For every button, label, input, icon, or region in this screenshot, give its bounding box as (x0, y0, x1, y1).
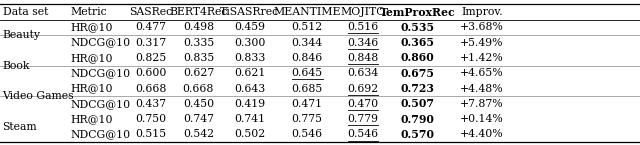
Text: Improv.: Improv. (461, 7, 503, 17)
Text: NDCG@10: NDCG@10 (70, 99, 131, 109)
Text: +4.48%: +4.48% (460, 84, 504, 94)
Text: 0.692: 0.692 (348, 84, 378, 94)
Text: 0.775: 0.775 (292, 114, 323, 124)
Text: 0.825: 0.825 (136, 53, 166, 63)
Text: BERT4Rec: BERT4Rec (169, 7, 228, 17)
Text: HR@10: HR@10 (70, 53, 113, 63)
Text: 0.546: 0.546 (348, 129, 378, 139)
Text: 0.507: 0.507 (400, 98, 435, 109)
Text: 0.668: 0.668 (182, 84, 214, 94)
Text: +0.14%: +0.14% (460, 114, 504, 124)
Text: Book: Book (3, 61, 30, 71)
Text: 0.546: 0.546 (292, 129, 323, 139)
Text: SASRec: SASRec (129, 7, 173, 17)
Text: 0.747: 0.747 (183, 114, 214, 124)
Text: 0.477: 0.477 (136, 22, 166, 32)
Text: 0.570: 0.570 (400, 129, 435, 140)
Text: 0.833: 0.833 (234, 53, 266, 63)
Text: 0.498: 0.498 (183, 22, 214, 32)
Text: +4.40%: +4.40% (460, 129, 504, 139)
Text: 0.516: 0.516 (348, 22, 378, 32)
Text: 0.779: 0.779 (348, 114, 378, 124)
Text: +5.49%: +5.49% (460, 38, 504, 48)
Text: Data set: Data set (3, 7, 48, 17)
Text: 0.723: 0.723 (400, 83, 435, 94)
Text: 0.542: 0.542 (183, 129, 214, 139)
Text: Video Games: Video Games (3, 91, 74, 101)
Text: 0.471: 0.471 (292, 99, 323, 109)
Text: 0.750: 0.750 (136, 114, 166, 124)
Text: 0.365: 0.365 (400, 37, 435, 48)
Text: 0.627: 0.627 (183, 68, 214, 78)
Text: NDCG@10: NDCG@10 (70, 68, 131, 78)
Text: NDCG@10: NDCG@10 (70, 38, 131, 48)
Text: 0.346: 0.346 (348, 38, 378, 48)
Text: 0.512: 0.512 (292, 22, 323, 32)
Text: 0.741: 0.741 (234, 114, 265, 124)
Text: HR@10: HR@10 (70, 84, 113, 94)
Text: Steam: Steam (3, 122, 37, 132)
Text: HR@10: HR@10 (70, 22, 113, 32)
Text: +7.87%: +7.87% (460, 99, 504, 109)
Text: 0.790: 0.790 (401, 114, 434, 125)
Text: HR@10: HR@10 (70, 114, 113, 124)
Text: NDCG@10: NDCG@10 (70, 129, 131, 139)
Text: 0.515: 0.515 (136, 129, 166, 139)
Text: +4.65%: +4.65% (460, 68, 504, 78)
Text: 0.643: 0.643 (234, 84, 265, 94)
Text: 0.645: 0.645 (292, 68, 323, 78)
Text: 0.848: 0.848 (348, 53, 378, 63)
Text: 0.835: 0.835 (183, 53, 214, 63)
Text: 0.419: 0.419 (234, 99, 265, 109)
Text: 0.450: 0.450 (183, 99, 214, 109)
Text: 0.535: 0.535 (400, 22, 435, 33)
Text: MOJITO: MOJITO (340, 7, 385, 17)
Text: +1.42%: +1.42% (460, 53, 504, 63)
Text: 0.600: 0.600 (135, 68, 167, 78)
Text: +3.68%: +3.68% (460, 22, 504, 32)
Text: 0.437: 0.437 (136, 99, 166, 109)
Text: Beauty: Beauty (3, 30, 40, 40)
Text: 0.685: 0.685 (292, 84, 323, 94)
Text: 0.344: 0.344 (292, 38, 323, 48)
Text: 0.502: 0.502 (234, 129, 265, 139)
Text: 0.668: 0.668 (135, 84, 167, 94)
Text: 0.317: 0.317 (136, 38, 166, 48)
Text: TiSASRrec: TiSASRrec (220, 7, 279, 17)
Text: 0.470: 0.470 (348, 99, 378, 109)
Text: Metric: Metric (70, 7, 107, 17)
Text: TemProxRec: TemProxRec (380, 7, 455, 18)
Text: 0.459: 0.459 (234, 22, 265, 32)
Text: 0.621: 0.621 (234, 68, 266, 78)
Text: 0.634: 0.634 (348, 68, 378, 78)
Text: 0.860: 0.860 (401, 52, 434, 63)
Text: 0.335: 0.335 (183, 38, 214, 48)
Text: 0.846: 0.846 (292, 53, 323, 63)
Text: 0.300: 0.300 (234, 38, 266, 48)
Text: MEANTIME: MEANTIME (273, 7, 341, 17)
Text: 0.675: 0.675 (400, 68, 435, 79)
